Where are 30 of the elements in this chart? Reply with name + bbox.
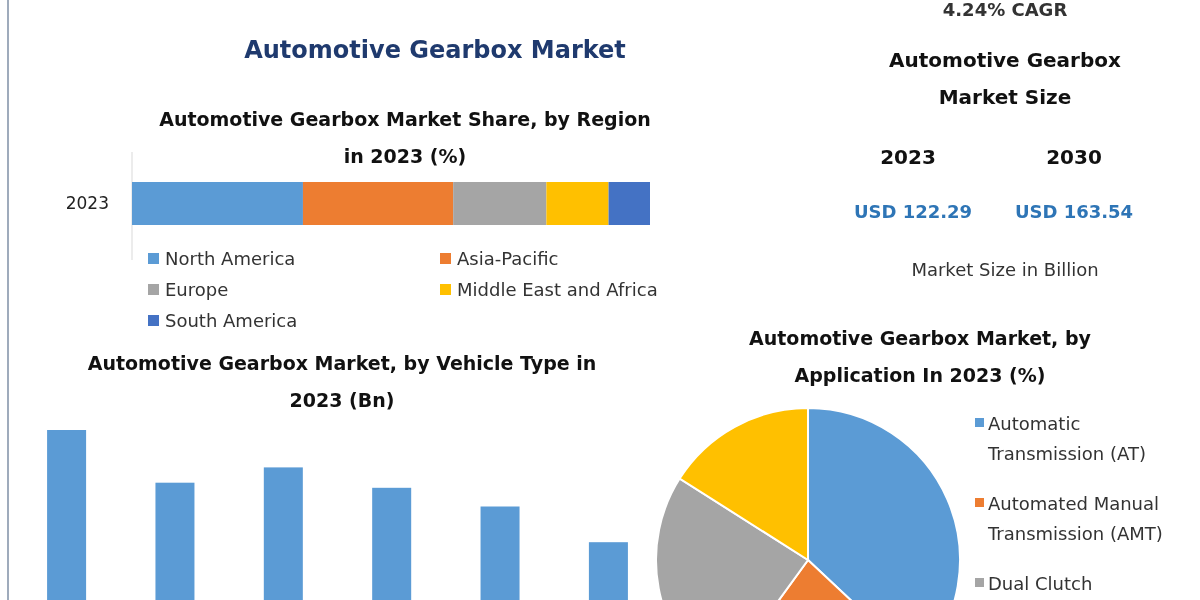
bar: [480, 506, 520, 600]
legend-label: Automatic Transmission (AT): [987, 413, 1146, 464]
chart-title: Automotive Gearbox Market, by Application In 2023 (%): [749, 327, 1092, 386]
bar: [588, 542, 628, 600]
chart-title: Automotive Gearbox Market: [244, 36, 626, 64]
bar: [47, 430, 87, 600]
text: USD 122.29: [853, 201, 973, 222]
text: 2023: [880, 145, 936, 169]
bar: [132, 182, 303, 225]
chart-title: Automotive Gearbox Market, by Vehicle Type in 2023 (Bn): [87, 352, 597, 411]
text: Automotive Gearbox Market Size: [889, 48, 1122, 109]
legend-label: Europe: [165, 279, 229, 300]
legend-label: Middle East and Africa: [457, 279, 658, 300]
bar: [608, 182, 650, 225]
text: 4.24% CAGR: [942, 0, 1068, 20]
bar: [263, 467, 303, 600]
text: Market Size in Billion: [911, 259, 1099, 280]
bar: [302, 182, 454, 225]
legend-label: Automated Manual Transmission (AMT): [987, 493, 1163, 544]
bar: [453, 182, 547, 225]
bar: [546, 182, 609, 225]
chart-subtitle: Automotive Gearbox Market Share, by Region in 2023 (%): [159, 108, 651, 167]
legend-label: South America: [165, 310, 298, 331]
legend-label: Asia-Pacific: [457, 248, 559, 269]
text: USD 163.54: [1014, 201, 1134, 222]
legend-label: North America: [165, 248, 296, 269]
bar: [155, 482, 195, 600]
legend-label: Dual Clutch: [988, 573, 1093, 594]
bar: [372, 487, 412, 600]
text: 2030: [1046, 145, 1102, 169]
